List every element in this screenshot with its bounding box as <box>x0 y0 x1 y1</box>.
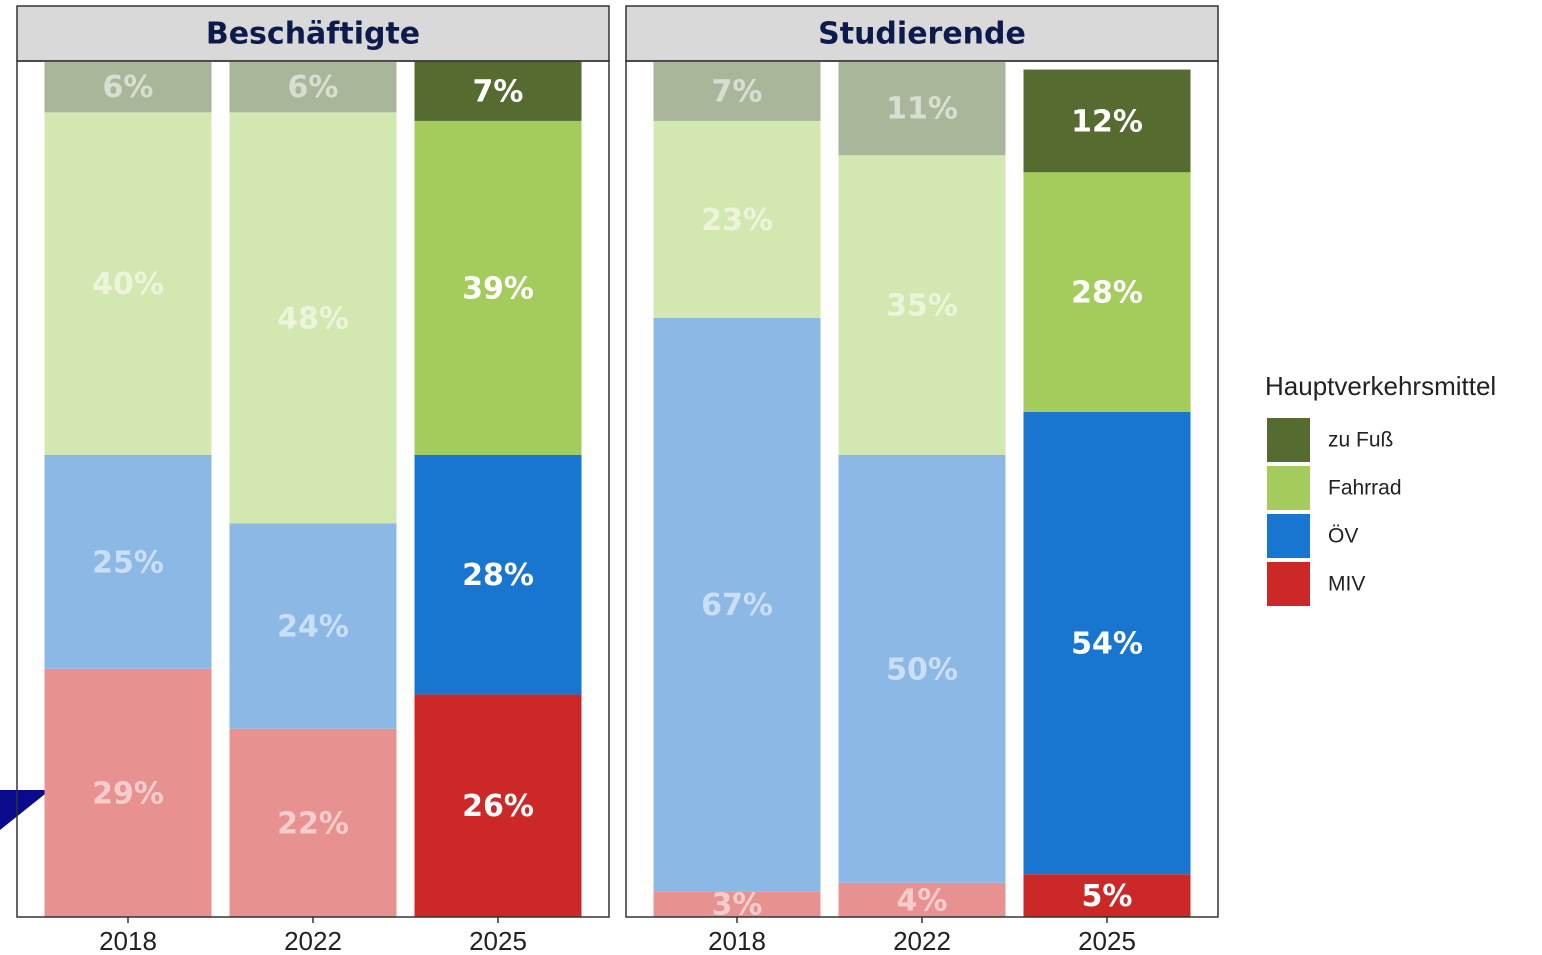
bar-segment <box>838 155 1006 455</box>
bar-segment <box>414 61 582 121</box>
bar-segment <box>414 694 582 917</box>
panel-border <box>625 60 1219 918</box>
legend-title: Hauptverkehrsmittel <box>1265 371 1496 401</box>
value-label: 6% <box>103 70 154 105</box>
bar-segment <box>653 61 821 121</box>
value-label: 7% <box>473 74 524 109</box>
value-label: 40% <box>92 267 164 302</box>
facet-header <box>16 5 610 62</box>
value-label: 28% <box>462 558 534 593</box>
facet-title: Studierende <box>818 17 1026 52</box>
legend-label: ÖV <box>1328 525 1358 548</box>
bar-segment <box>229 523 397 729</box>
legend-key <box>1267 418 1310 462</box>
bar-segment <box>414 120 582 455</box>
bar-segment <box>44 454 212 669</box>
value-label: 6% <box>288 70 339 105</box>
x-tick-label: 2025 <box>469 926 527 955</box>
x-tick-label: 2025 <box>1078 926 1136 955</box>
panel-border <box>16 60 610 918</box>
bar-segment <box>44 112 212 455</box>
value-label: 35% <box>886 288 958 323</box>
value-label: 48% <box>277 301 349 336</box>
bar-segment <box>838 61 1006 156</box>
bar-segment <box>1023 411 1191 875</box>
pointer-arrow <box>0 790 50 830</box>
legend-key <box>1267 562 1310 606</box>
value-label: 22% <box>277 806 349 841</box>
value-label: 50% <box>886 652 958 687</box>
x-tick-label: 2022 <box>284 926 342 955</box>
x-tick-label: 2022 <box>893 926 951 955</box>
bar-segment <box>1023 874 1191 917</box>
legend-label: zu Fuß <box>1328 429 1393 452</box>
value-label: 54% <box>1071 627 1143 662</box>
value-label: 23% <box>701 203 773 238</box>
bar-segment <box>838 882 1006 917</box>
bar-segment <box>653 891 821 917</box>
x-tick-label: 2018 <box>99 926 157 955</box>
facet-header <box>625 5 1219 62</box>
bar-segment <box>229 61 397 113</box>
bar-segment <box>229 112 397 524</box>
value-label: 5% <box>1082 879 1133 914</box>
legend-key <box>1267 514 1310 558</box>
value-label: 4% <box>897 883 948 918</box>
x-tick-label: 2018 <box>708 926 766 955</box>
value-label: 26% <box>462 789 534 824</box>
bar-segment <box>653 317 821 892</box>
bar-segment <box>44 668 212 917</box>
value-label: 29% <box>92 776 164 811</box>
value-label: 28% <box>1071 276 1143 311</box>
bar-segment <box>1023 172 1191 412</box>
value-label: 7% <box>712 74 763 109</box>
bar-segment <box>838 454 1006 883</box>
value-label: 39% <box>462 271 534 306</box>
value-label: 12% <box>1071 104 1143 139</box>
facet-title: Beschäftigte <box>206 17 420 52</box>
bar-segment <box>414 454 582 695</box>
legend-key <box>1267 466 1310 510</box>
bar-segment <box>44 61 212 113</box>
value-label: 67% <box>701 588 773 623</box>
value-label: 24% <box>277 609 349 644</box>
legend-label: MIV <box>1328 573 1365 596</box>
legend-label: Fahrrad <box>1328 477 1402 500</box>
value-label: 25% <box>92 545 164 580</box>
bar-segment <box>1023 69 1191 173</box>
value-label: 11% <box>886 92 958 127</box>
bar-segment <box>653 120 821 318</box>
bar-segment <box>229 728 397 917</box>
